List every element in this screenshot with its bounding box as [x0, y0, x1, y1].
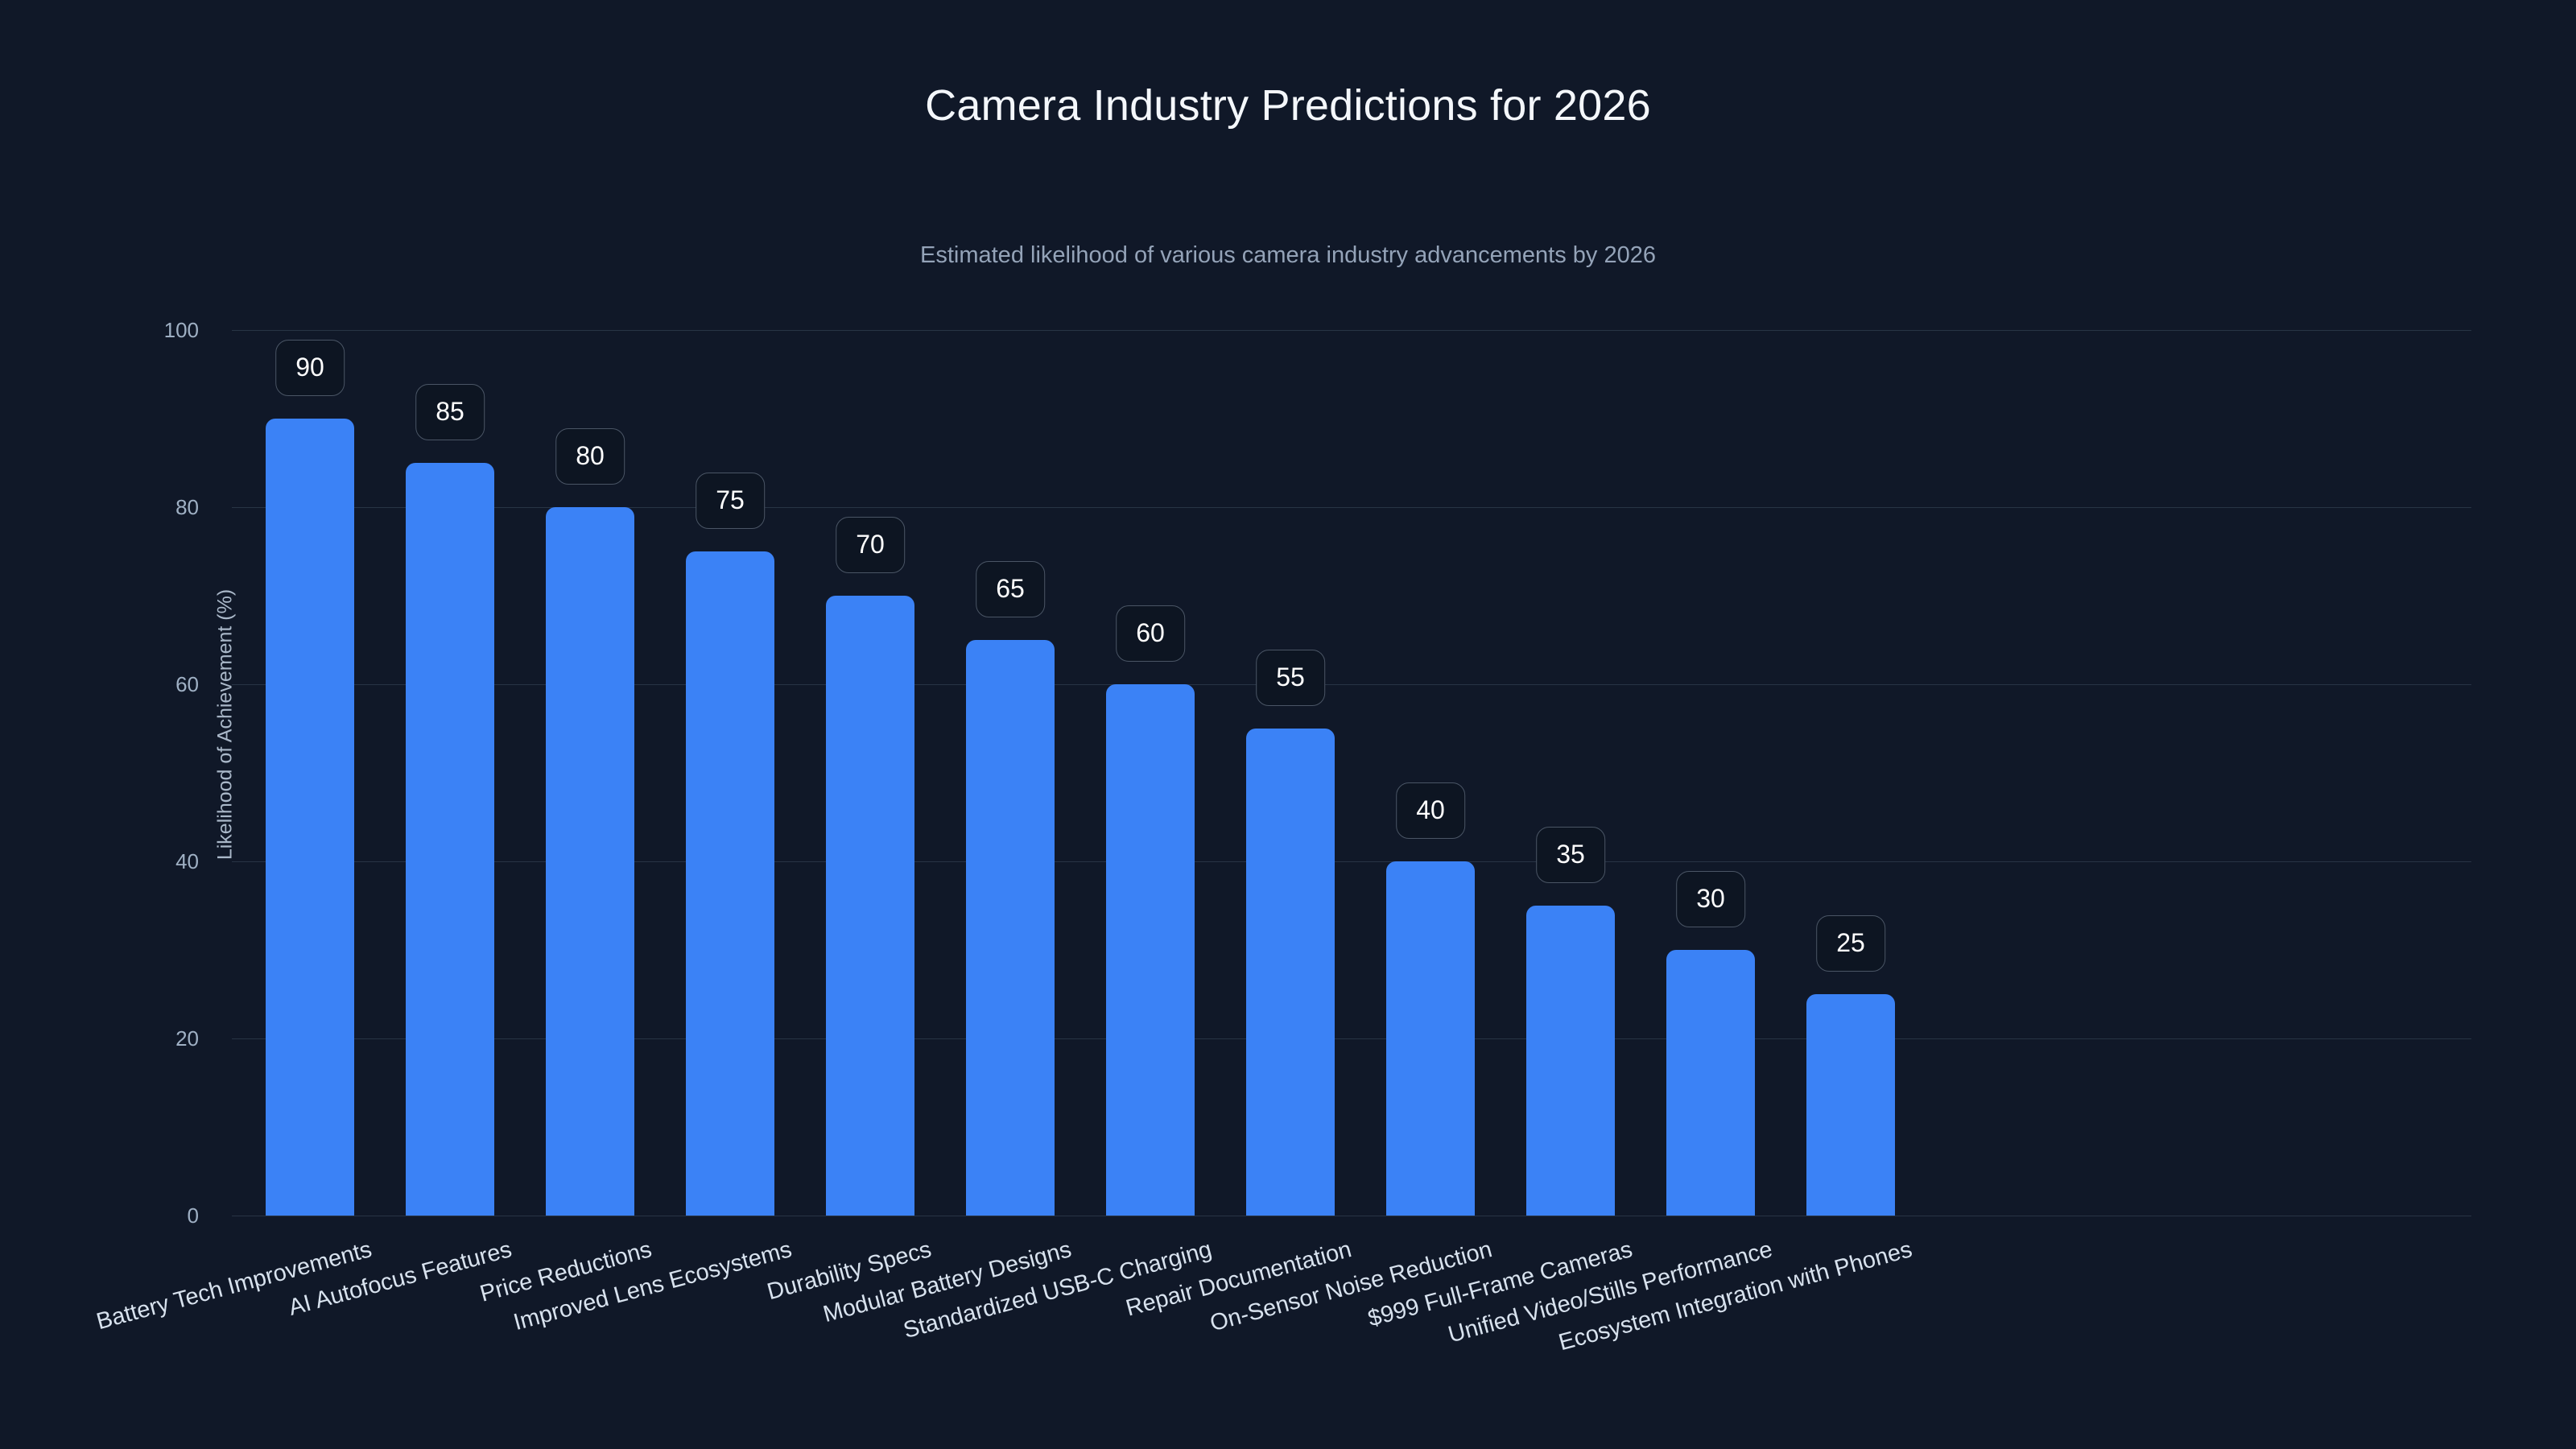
bar[interactable] — [1526, 906, 1615, 1216]
y-axis-tick-label: 100 — [163, 318, 199, 342]
bar-value-label: 25 — [1816, 915, 1885, 972]
y-axis-tick-label: 80 — [175, 495, 199, 519]
y-axis-tick-label: 20 — [175, 1026, 199, 1051]
bar-value-label: 30 — [1676, 871, 1745, 927]
bar-value-label: 40 — [1396, 782, 1465, 839]
bar-value-label: 65 — [976, 561, 1045, 617]
bar[interactable] — [546, 507, 634, 1216]
bar-value-label: 80 — [555, 428, 625, 485]
bar-value-label: 75 — [696, 473, 765, 529]
plot-area — [232, 330, 2471, 1216]
chart-title: Camera Industry Predictions for 2026 — [925, 81, 1651, 130]
y-axis-tick-label: 40 — [175, 849, 199, 873]
gridline — [232, 330, 2471, 331]
bar-value-label: 90 — [275, 340, 345, 396]
bar[interactable] — [1666, 950, 1755, 1216]
bar[interactable] — [1806, 994, 1895, 1216]
bar[interactable] — [1246, 729, 1335, 1216]
gridline — [232, 507, 2471, 508]
bar-value-label: 60 — [1116, 605, 1185, 662]
bar-value-label: 85 — [415, 384, 485, 440]
bar[interactable] — [1106, 684, 1195, 1216]
bar[interactable] — [406, 463, 494, 1216]
bar[interactable] — [266, 419, 354, 1216]
y-axis-tick-label: 60 — [175, 672, 199, 696]
chart-subtitle: Estimated likelihood of various camera i… — [920, 242, 1656, 268]
gridline — [232, 684, 2471, 685]
gridline — [232, 861, 2471, 862]
bar-value-label: 35 — [1536, 827, 1605, 883]
gridline — [232, 1038, 2471, 1039]
bar[interactable] — [966, 640, 1055, 1216]
y-axis-tick-label: 0 — [187, 1203, 199, 1228]
bar[interactable] — [686, 551, 774, 1216]
bar-value-label: 70 — [836, 517, 905, 573]
bar-value-label: 55 — [1256, 650, 1325, 706]
bar[interactable] — [1386, 861, 1475, 1216]
bar[interactable] — [826, 596, 914, 1216]
